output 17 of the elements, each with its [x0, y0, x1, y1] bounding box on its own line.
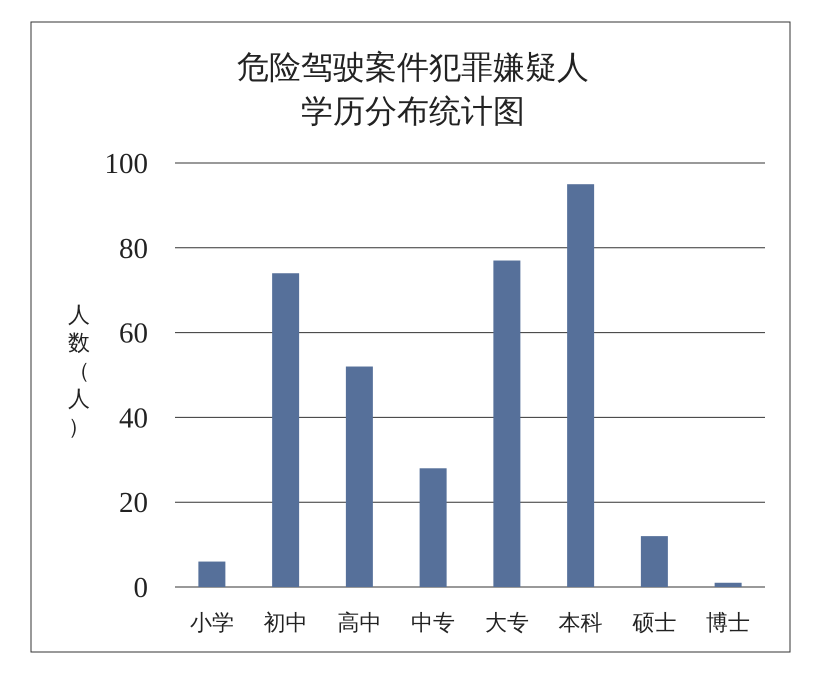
- y-tick-label: 80: [119, 232, 148, 265]
- y-axis-title: 人数（人）: [68, 303, 90, 440]
- x-tick-label: 高中: [337, 611, 382, 636]
- x-tick-label: 初中: [264, 611, 308, 636]
- y-tick-label: 0: [134, 572, 148, 604]
- y-tick-label: 60: [119, 318, 148, 350]
- x-tick-label: 中专: [411, 611, 456, 636]
- x-tick-label: 本科: [558, 611, 603, 636]
- x-tick-label: 大专: [484, 611, 529, 636]
- x-tick-label: 硕士: [631, 611, 676, 636]
- chart-subtitle: 学历分布统计图: [301, 92, 525, 130]
- chart-title: 危险驾驶案件犯罪嫌疑人: [237, 48, 589, 86]
- x-tick-label: 博士: [706, 611, 750, 636]
- x-tick-label: 小学: [190, 611, 234, 636]
- y-tick-label: 20: [119, 487, 148, 520]
- y-tick-label: 100: [104, 148, 148, 180]
- y-tick-label: 40: [119, 402, 148, 434]
